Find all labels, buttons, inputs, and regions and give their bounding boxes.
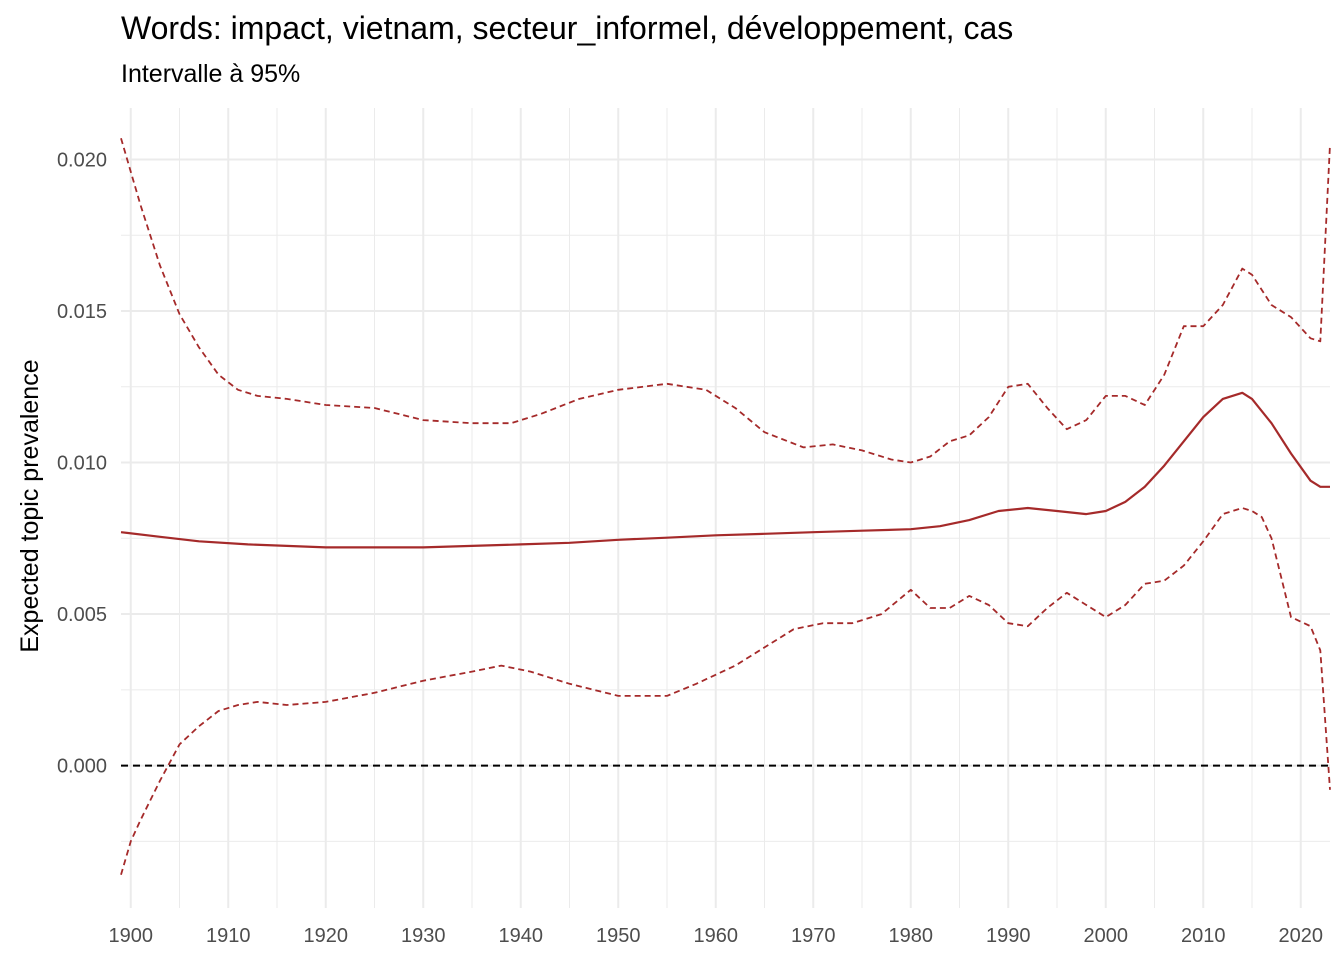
x-tick-label: 1960 [694, 925, 739, 947]
x-tick-label: 1990 [986, 925, 1031, 947]
minor-gridlines [121, 108, 1330, 908]
x-tick-label: 1940 [499, 925, 544, 947]
chart-subtitle: Intervalle à 95% [121, 60, 301, 88]
x-tick-label: 1970 [791, 925, 836, 947]
x-tick-label: 2010 [1181, 925, 1226, 947]
y-tick-label: 0.005 [57, 604, 107, 626]
y-axis-label: Expected topic prevalence [16, 359, 44, 652]
y-tick-label: 0.000 [57, 756, 107, 778]
series-line-upper-95 [120, 138, 1331, 464]
x-tick-label: 1980 [889, 925, 934, 947]
major-gridlines [121, 108, 1330, 908]
x-tick-label: 1910 [206, 925, 251, 947]
x-axis-tick-labels: 1900 1910 1920 1930 1940 1950 1960 1970 1980 1990… [109, 925, 1324, 947]
y-tick-label: 0.015 [57, 301, 107, 323]
x-tick-label: 1920 [304, 925, 349, 947]
x-tick-label: 2000 [1084, 925, 1129, 947]
y-tick-label: 0.020 [57, 150, 107, 172]
y-tick-label: 0.010 [57, 453, 107, 475]
x-tick-label: 1930 [401, 925, 446, 947]
series-layer [120, 138, 1331, 875]
x-tick-label: 2020 [1279, 925, 1324, 947]
series-line-estimate [120, 391, 1330, 549]
series-line-lower-95 [120, 507, 1331, 875]
x-tick-label: 1900 [109, 925, 154, 947]
y-axis-tick-labels: 0.000 0.005 0.010 0.015 0.020 [57, 150, 107, 778]
x-tick-label: 1950 [596, 925, 641, 947]
chart-title: Words: impact, vietnam, secteur_informel… [121, 10, 1014, 46]
